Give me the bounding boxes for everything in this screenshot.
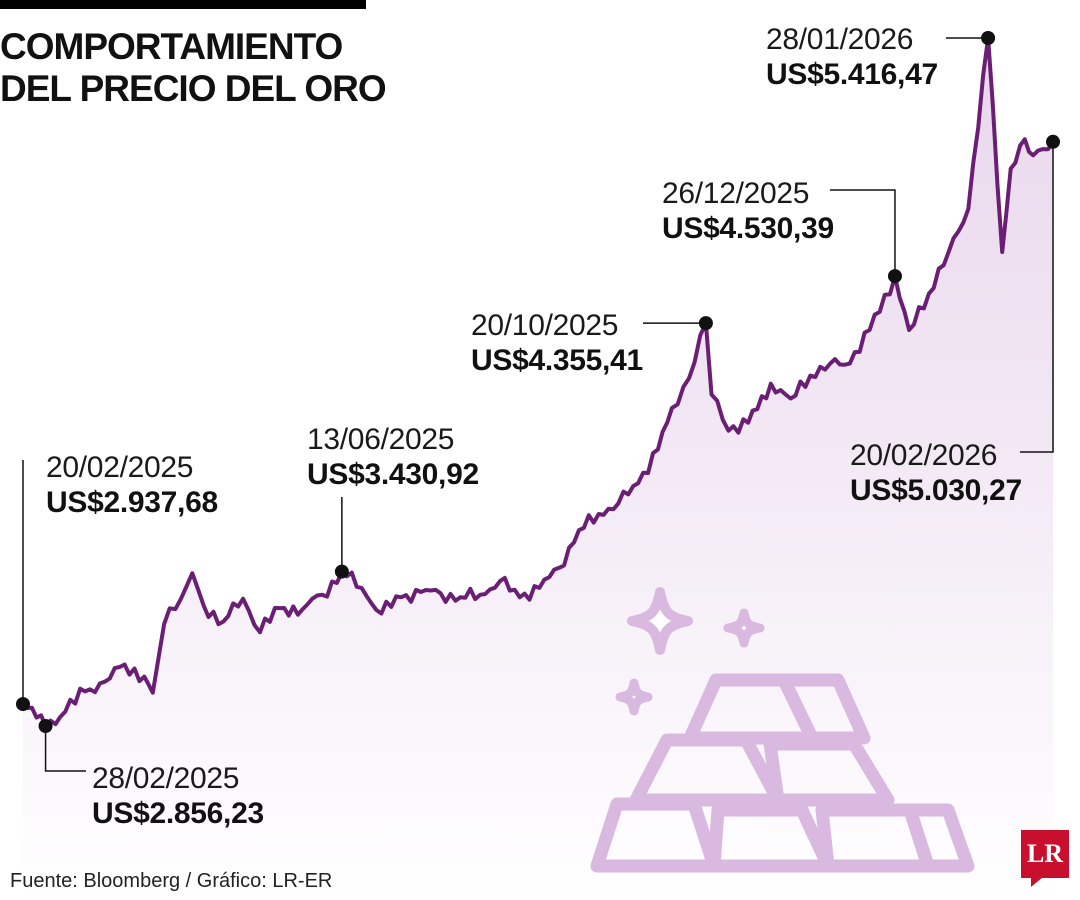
gold-bars-illustration — [590, 587, 975, 873]
annotation-date: 26/12/2025 — [662, 177, 810, 210]
annotation-date: 28/01/2026 — [766, 23, 914, 56]
annotation-price: US$4.355,41 — [471, 344, 643, 377]
chart-title: COMPORTAMIENTO DEL PRECIO DEL ORO — [0, 26, 387, 109]
annotation-13-06-2025: 13/06/2025 US$3.430,92 — [307, 425, 479, 490]
annotation-price: US$2.856,23 — [92, 797, 264, 830]
source-credit: Fuente: Bloomberg / Gráfico: LR-ER — [10, 870, 333, 892]
annotation-point — [1046, 134, 1060, 149]
annotation-20-02-2025: 20/02/2025 US$2.937,68 — [46, 453, 218, 518]
annotation-date: 28/02/2025 — [92, 762, 240, 795]
annotation-26-12-2025: 26/12/2025 US$4.530,39 — [662, 179, 834, 244]
annotation-point — [698, 316, 713, 331]
annotation-price: US$4.530,39 — [662, 212, 834, 245]
sparkle-small-icon — [723, 608, 765, 648]
annotation-date: 20/02/2026 — [850, 439, 998, 472]
annotation-28-02-2025: 28/02/2025 US$2.856,23 — [92, 764, 264, 829]
annotation-date: 20/10/2025 — [471, 309, 619, 342]
annotation-point — [981, 31, 996, 45]
annotation-point — [38, 719, 53, 733]
annotation-20-02-2026: 20/02/2026 US$5.030,27 — [850, 441, 1022, 506]
annotation-28-01-2026: 28/01/2026 US$5.416,47 — [766, 25, 938, 90]
annotation-price: US$5.416,47 — [766, 58, 938, 91]
annotation-leaders — [22, 37, 1054, 772]
annotation-point — [16, 697, 30, 712]
annotation-leader-line — [44, 726, 86, 772]
annotation-price: US$2.937,68 — [46, 486, 218, 519]
annotation-price: US$3.430,92 — [307, 458, 479, 491]
annotation-leader-line — [1020, 141, 1054, 453]
top-accent-bar — [0, 0, 366, 9]
annotation-date: 13/06/2025 — [307, 423, 455, 456]
annotation-price: US$5.030,27 — [850, 474, 1022, 507]
annotation-date: 20/02/2025 — [46, 451, 194, 484]
annotation-points — [16, 31, 1060, 733]
annotation-point — [887, 269, 902, 284]
sparkle-left-icon — [615, 678, 653, 716]
annotation-20-10-2025: 20/10/2025 US$4.355,41 — [471, 311, 643, 376]
annotation-point — [334, 564, 349, 579]
sparkle-large-icon — [627, 587, 693, 655]
annotation-leader-line — [830, 189, 896, 277]
price-line — [21, 36, 1055, 728]
lr-logo: LR — [1021, 830, 1069, 887]
